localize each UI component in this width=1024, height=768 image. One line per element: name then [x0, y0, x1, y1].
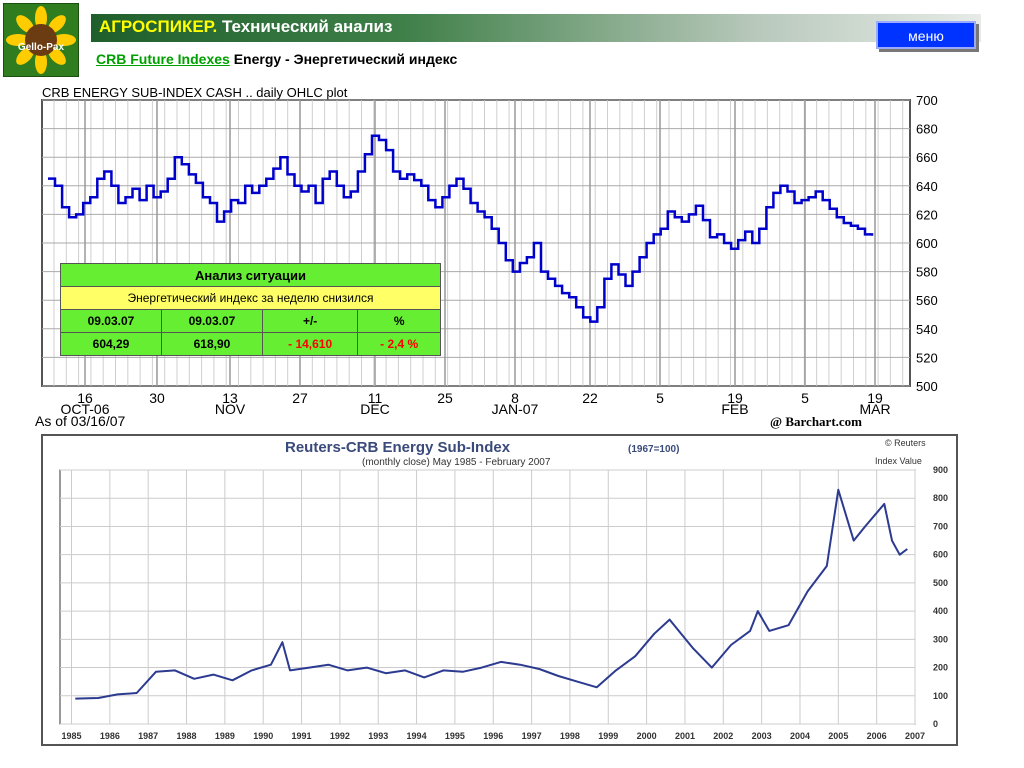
y-tick-label: 900	[933, 465, 948, 475]
x-tick-label: 1998	[560, 731, 580, 741]
crb-future-indexes-link[interactable]: CRB Future Indexes	[96, 51, 230, 67]
x-tick-day: 11	[368, 390, 383, 406]
value-current: 604,29	[60, 332, 162, 356]
monthly-series-line	[75, 488, 908, 700]
header-date-2: 09.03.07	[160, 309, 263, 333]
x-tick-month: OCT-06	[60, 401, 109, 417]
x-tick-label: 1992	[330, 731, 350, 741]
plot-area	[59, 469, 916, 725]
x-tick-label: 1996	[483, 731, 503, 741]
y-tick-label: 580	[916, 265, 938, 280]
x-tick-day: 19	[727, 390, 743, 406]
y-tick-label: 500	[933, 578, 948, 588]
y-tick-label: 400	[933, 606, 948, 616]
source-label: @ Barchart.com	[770, 414, 862, 429]
header-date-1: 09.03.07	[60, 309, 162, 333]
x-tick-day: 27	[292, 390, 308, 406]
sector-label: Energy -	[233, 51, 290, 67]
daily-ohlc-chart: 500 520 540 560 580 600 620 640 660 680 700 16OCT-0…	[35, 85, 938, 429]
chart-title: Reuters-CRB Energy Sub-Index	[285, 439, 511, 456]
x-tick-label: 2005	[828, 731, 848, 741]
x-tick-label: 2004	[790, 731, 810, 741]
value-percent: - 2,4 %	[357, 332, 441, 356]
x-tick-label: 2003	[752, 731, 772, 741]
y-tick-label: 500	[916, 379, 938, 394]
chart-subtitle: (monthly close) May 1985 - February 2007	[362, 457, 551, 468]
x-tick-label: 2001	[675, 731, 695, 741]
x-tick-label: 1985	[61, 731, 81, 741]
x-tick-day: 30	[149, 390, 165, 406]
x-tick-day: 25	[437, 390, 453, 406]
value-previous: 618,90	[160, 332, 263, 356]
x-tick-label: 1990	[253, 731, 273, 741]
y-tick-label: 200	[933, 663, 948, 673]
y-tick-label: 600	[916, 236, 938, 251]
x-tick-label: 1987	[138, 731, 158, 741]
title-bar: АГРОСПИКЕР. Технический анализ	[91, 14, 981, 42]
x-tick-label: 1999	[598, 731, 618, 741]
y-tick-label: 100	[933, 691, 948, 701]
x-tick-day: 19	[867, 390, 883, 406]
sector-description: Энергетический индекс	[293, 51, 458, 67]
x-tick-label: 1988	[177, 731, 197, 741]
x-tick-month: MAR	[859, 401, 890, 417]
copyright-label: © Reuters	[885, 438, 926, 448]
x-tick-label: 2006	[867, 731, 887, 741]
x-tick-label: 2000	[637, 731, 657, 741]
analysis-table: Анализ ситуации Энергетический индекс за…	[60, 263, 441, 356]
x-tick-day: 13	[222, 390, 238, 406]
x-tick-month: FEB	[721, 401, 748, 417]
header-percent: %	[357, 309, 441, 333]
title-text: Технический анализ	[221, 17, 393, 36]
x-tick-label: 1991	[292, 731, 312, 741]
y-tick-label: 300	[933, 634, 948, 644]
ohlc-series-line	[48, 134, 874, 323]
brand-name: АГРОСПИКЕР.	[99, 17, 218, 36]
x-tick-label: 2007	[905, 731, 925, 741]
x-tick-label: 1995	[445, 731, 465, 741]
x-tick-day: 5	[656, 390, 664, 406]
menu-button[interactable]: меню	[876, 21, 976, 49]
x-tick-label: 2002	[713, 731, 733, 741]
analysis-title: Анализ ситуации	[60, 263, 441, 287]
header-change: +/-	[261, 309, 359, 333]
x-tick-month: DEC	[360, 401, 390, 417]
y-tick-label: 660	[916, 150, 938, 165]
y-tick-label: 620	[916, 207, 938, 222]
y-tick-label: 540	[916, 322, 938, 337]
y-tick-label: 600	[933, 550, 948, 560]
y-tick-label: 520	[916, 350, 938, 365]
x-tick-month: NOV	[215, 401, 246, 417]
y-tick-label: 560	[916, 293, 938, 308]
chart-title: CRB ENERGY SUB-INDEX CASH .. daily OHLC …	[42, 85, 348, 100]
x-tick-day: 22	[582, 390, 598, 406]
monthly-index-chart: 0 100 200 300 400 500 600 700 800 900 1985 1986 1987…	[41, 434, 958, 746]
company-logo: Gello-Pax	[3, 3, 79, 77]
x-tick-label: 1997	[522, 731, 542, 741]
base-note: (1967=100)	[628, 444, 679, 455]
x-tick-day: 8	[511, 390, 519, 406]
value-change: - 14,610	[261, 332, 359, 356]
x-tick-label: 1986	[100, 731, 120, 741]
x-tick-day: 5	[801, 390, 809, 406]
y-axis-label: Index Value	[875, 456, 922, 466]
sunflower-icon	[6, 6, 76, 74]
y-tick-label: 800	[933, 493, 948, 503]
analysis-summary: Энергетический индекс за неделю снизился	[60, 286, 441, 310]
subtitle: CRB Future Indexes Energy - Энергетическ…	[96, 51, 457, 67]
y-tick-label: 700	[933, 521, 948, 531]
x-tick-label: 1989	[215, 731, 235, 741]
x-tick-month: JAN-07	[492, 401, 539, 417]
y-tick-label: 0	[933, 719, 938, 729]
x-tick-label: 1994	[407, 731, 427, 741]
x-tick-day: 16	[77, 390, 93, 406]
logo-text: Gello-Pax	[17, 42, 65, 53]
y-tick-label: 700	[916, 93, 938, 108]
y-tick-label: 640	[916, 179, 938, 194]
x-tick-label: 1993	[368, 731, 388, 741]
page-title: АГРОСПИКЕР. Технический анализ	[99, 17, 392, 37]
as-of-label: As of 03/16/07	[35, 413, 126, 429]
y-tick-label: 680	[916, 122, 938, 137]
